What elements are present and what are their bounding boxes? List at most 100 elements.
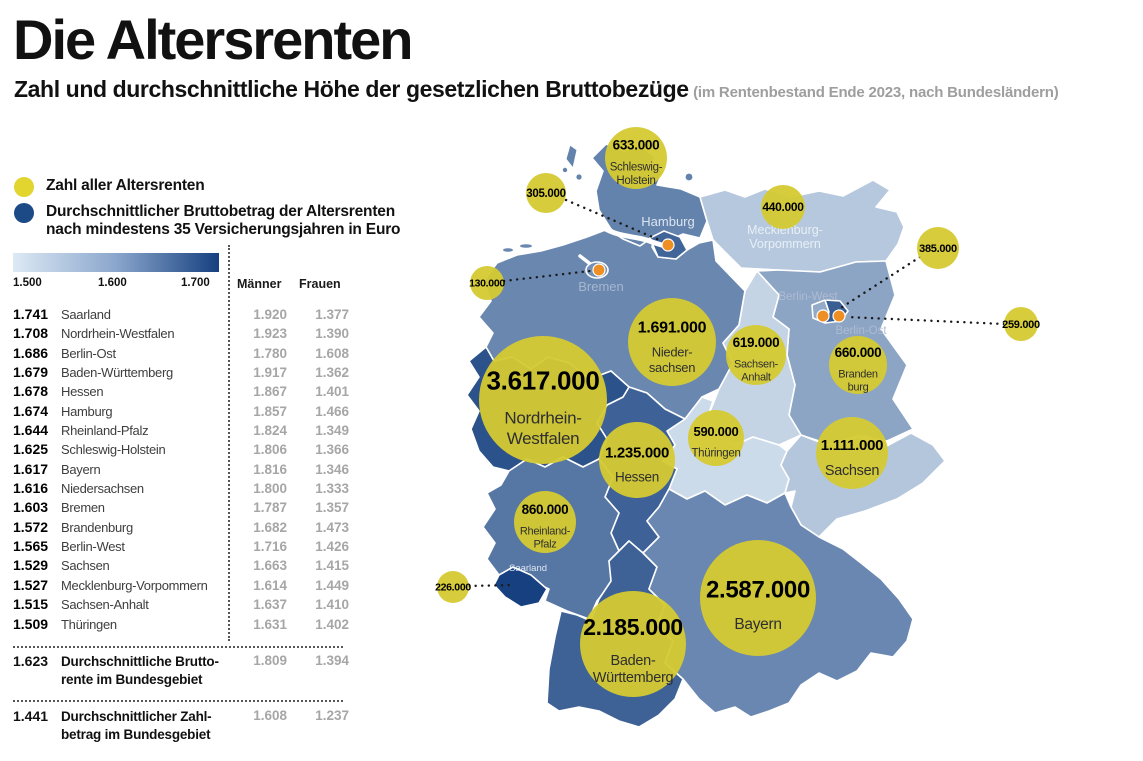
cell-state-name: Sachsen-Anhalt [61,597,149,613]
table-row: 1.708 Nordrhein-Westfalen 1.923 1.390 [13,325,349,344]
pension-table: 1.741 Saarland 1.920 1.377 1.708 Nordrhei… [13,306,349,635]
bubble-count: 1.111.000 [821,437,883,454]
bubble-count: 619.000 [733,335,780,350]
summary-value: 1.441 [13,708,49,724]
cell-state-name: Niedersachsen [61,481,144,497]
cell-women-value: 1.401 [315,384,349,400]
count-bubble-icon [14,177,34,197]
bubble-he: 1.235.000 Hessen [599,422,675,498]
callout-line [564,198,666,244]
city-dot [592,263,606,277]
bubble-st: 619.000 Sachsen-Anhalt [726,325,786,385]
cell-women-value: 1.410 [315,597,349,613]
summary-label-line1: Durchschnittliche Brutto- [61,654,219,669]
table-row: 1.679 Baden-Württemberg 1.917 1.362 [13,364,349,383]
summary-separator-1 [13,646,343,648]
color-scale-bar [13,253,219,272]
state-mv [699,179,905,273]
state-hb [585,261,609,279]
bubble-ni: 1.691.000 Nieder-sachsen [628,298,716,386]
cell-men-value: 1.923 [253,326,287,342]
state-rp [482,456,620,620]
bubble-sl: 226.000 [435,571,472,603]
table-row: 1.678 Hessen 1.867 1.401 [13,383,349,402]
summary-label: Durchschnittliche Brutto-rente im Bundes… [61,653,221,689]
cell-women-value: 1.333 [315,481,349,497]
header: Die Altersrenten [13,12,413,68]
bubble-state-name: Nordrhein- [504,409,581,428]
map-label: Vorpommern [749,237,821,251]
table-row: 1.686 Berlin-Ost 1.780 1.608 [13,345,349,364]
cell-avg-value: 1.674 [13,402,49,419]
cell-avg-value: 1.678 [13,383,49,400]
bubble-by: 2.587.000 Bayern [700,540,816,656]
state-st [706,270,802,446]
bubble-bln_w: 385.000 [917,227,959,269]
cell-men-value: 1.816 [253,461,287,477]
bubble-count: 2.587.000 [706,576,810,603]
bubble-count: 305.000 [526,188,565,200]
summary-label-line1: Durchschnittlicher Zahl- [61,709,212,724]
column-header-men: Männer [237,277,282,291]
bubble-nw: 3.617.000 Nordrhein-Westfalen [479,336,607,464]
bubble-bw: 2.185.000 Baden-Württemberg [580,591,686,697]
cell-avg-value: 1.741 [13,306,49,322]
cell-avg-value: 1.529 [13,557,49,574]
cell-men-value: 1.682 [253,519,287,535]
callout-line [502,269,592,283]
cell-women-value: 1.377 [315,307,349,322]
city-dot [661,238,675,252]
summary-row-zahlbetrag: 1.441 Durchschnittlicher Zahl-betrag im … [13,708,349,744]
avg-amount-icon [14,203,34,223]
bubble-count: 2.185.000 [583,614,683,640]
table-row: 1.509 Thüringen 1.631 1.402 [13,616,349,635]
bubble-state-name: burg [848,381,869,393]
column-separator [228,245,230,641]
bubble-th: 590.000 Thüringen [688,410,744,466]
subtitle-text: Zahl und durchschnittliche Höhe der gese… [14,76,689,102]
cell-women-value: 1.402 [315,616,349,632]
cell-state-name: Saarland [61,307,111,322]
table-row: 1.515 Sachsen-Anhalt 1.637 1.410 [13,596,349,615]
legend-count: Zahl aller Altersrenten [14,177,205,197]
cell-avg-value: 1.527 [13,576,49,593]
cell-women-value: 1.362 [315,365,349,381]
table-row: 1.644 Rheinland-Pfalz 1.824 1.349 [13,422,349,441]
cell-women-value: 1.346 [315,461,349,477]
bubble-state-name: Nieder- [652,345,693,360]
bubble-state-name: Westfalen [507,429,580,448]
state-bln_o [824,299,849,324]
scale-tick-1500: 1.500 [13,277,42,289]
cell-men-value: 1.824 [253,423,287,439]
cell-state-name: Berlin-Ost [61,345,116,361]
summary-men: 1.809 [253,653,287,668]
table-row: 1.625 Schleswig-Holstein 1.806 1.366 [13,441,349,460]
table-row: 1.741 Saarland 1.920 1.377 [13,306,349,325]
bubble-count: 440.000 [762,200,804,214]
cell-men-value: 1.920 [253,307,287,322]
cell-men-value: 1.787 [253,500,287,516]
cell-women-value: 1.608 [315,345,349,361]
cell-avg-value: 1.509 [13,615,49,632]
summary-separator-2 [13,700,343,702]
bubble-state-name: Thüringen [691,448,740,460]
cell-women-value: 1.366 [315,442,349,458]
map-label: Berlin-Ost [835,325,887,337]
cell-state-name: Thüringen [61,616,117,632]
map-label: Berlin-West [778,291,838,303]
bubble-state-name: Sachsen- [734,358,779,370]
state-bln_w [811,299,830,324]
island [520,244,532,248]
bubble-count: 590.000 [694,424,739,439]
island [562,167,568,173]
cell-men-value: 1.800 [253,481,287,497]
cell-avg-value: 1.686 [13,344,49,361]
cell-men-value: 1.917 [253,365,287,381]
city-dot [816,309,830,323]
bubble-rp: 860.000 Rheinland-Pfalz [514,491,576,553]
summary-men: 1.608 [253,708,287,723]
cell-avg-value: 1.616 [13,480,49,497]
bubble-count: 130.000 [469,278,505,290]
bubble-mv: 440.000 [761,185,805,229]
island [685,173,693,181]
